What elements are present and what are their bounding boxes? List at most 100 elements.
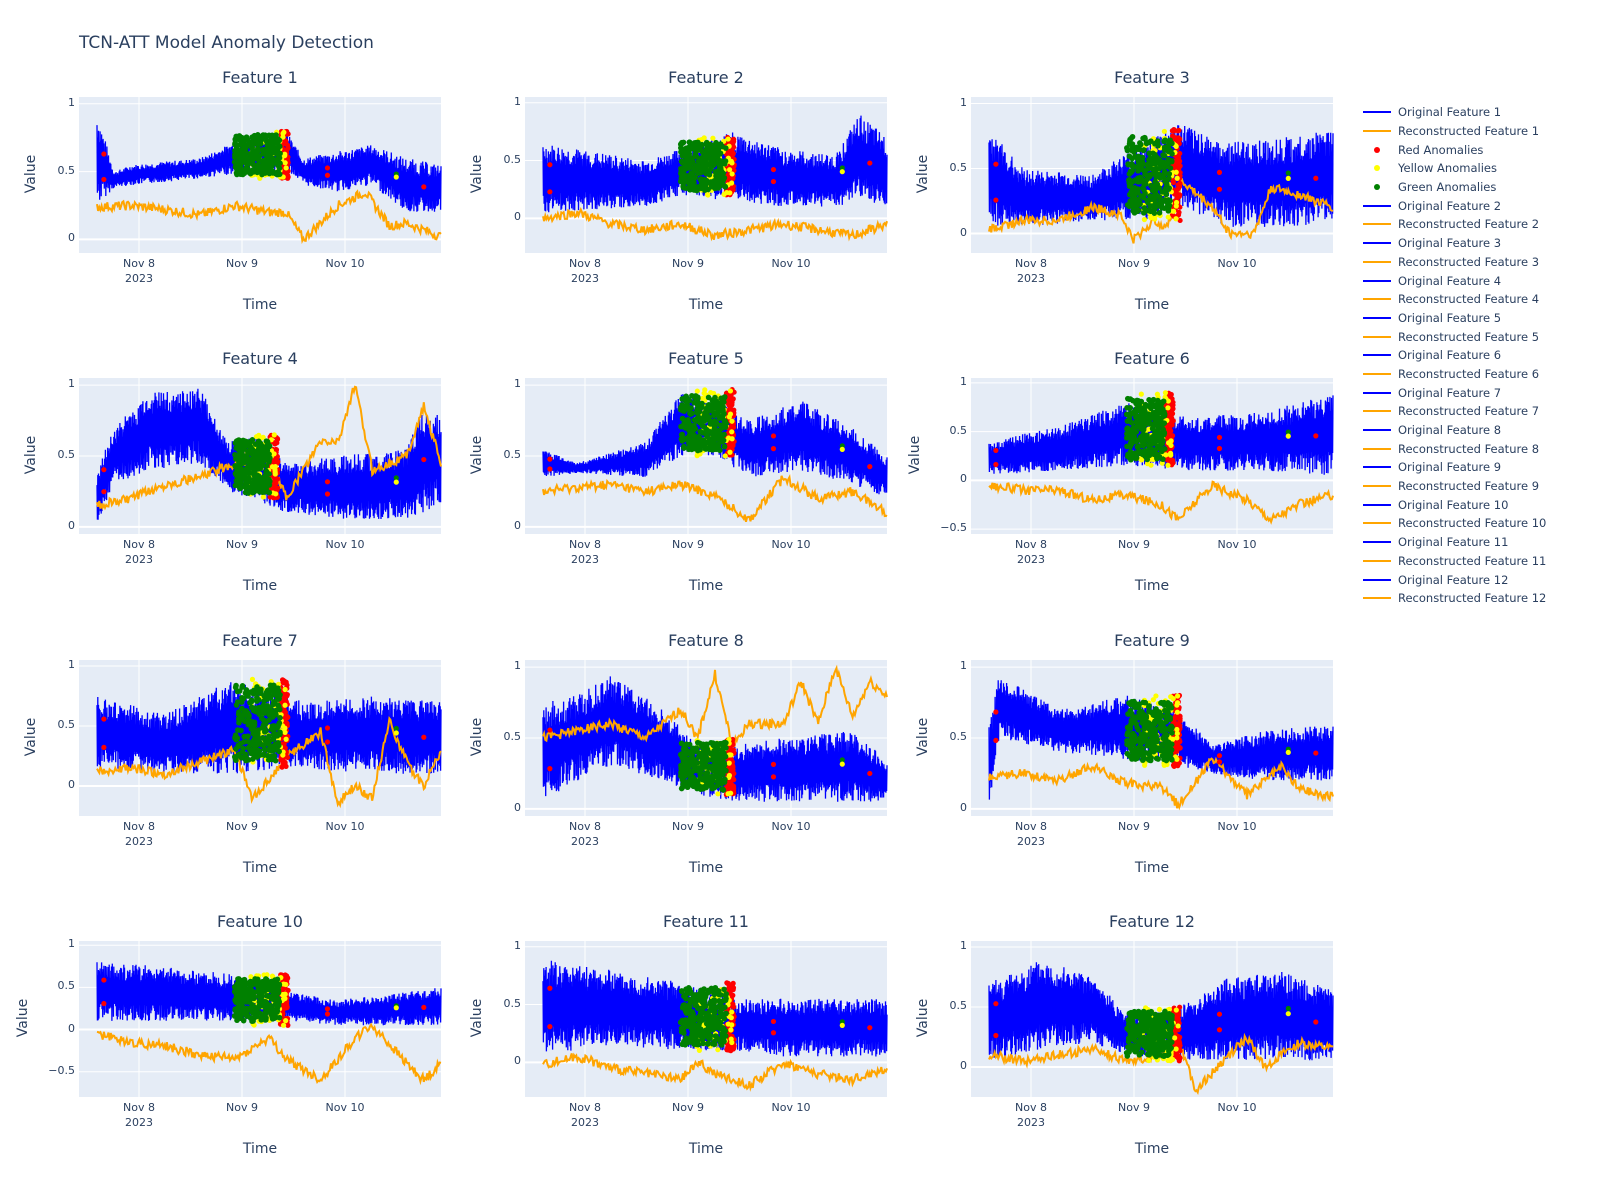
legend-item[interactable]: Reconstructed Feature 11 [1362, 552, 1546, 571]
subplot-feature-11[interactable]: Feature 11 0 0.5 1 Nov 8 2023 Nov 9 Nov 10 Time V… [469, 912, 888, 1157]
subplot-feature-8[interactable]: Feature 8 0 0.5 1 Nov 8 2023 Nov 9 Nov 10 Time Va… [469, 631, 888, 876]
x-tick-label: Nov 9 [226, 538, 258, 551]
chart-title: TCN-ATT Model Anomaly Detection [79, 33, 374, 53]
legend-label: Reconstructed Feature 4 [1398, 292, 1540, 307]
legend-item[interactable]: Reconstructed Feature 5 [1362, 327, 1546, 346]
x-axis-label: Time [1134, 297, 1170, 313]
legend-item[interactable]: Green Anomalies [1362, 178, 1546, 197]
plot-area[interactable] [971, 941, 1334, 1097]
subplot-feature-2[interactable]: Feature 2 0 0.5 1 Nov 8 2023 Nov 9 Nov 10 Time Va… [469, 68, 888, 313]
x-tick-label: Nov 10 [325, 1101, 365, 1114]
plot-area[interactable] [79, 941, 442, 1097]
legend-item[interactable]: Original Feature 7 [1362, 383, 1546, 402]
plot-area[interactable] [525, 378, 888, 534]
legend-label: Original Feature 3 [1398, 236, 1502, 251]
legend-item[interactable]: Original Feature 11 [1362, 533, 1546, 552]
legend-item[interactable]: Original Feature 4 [1362, 271, 1546, 290]
subplot-feature-12[interactable]: Feature 12 0 0.5 1 Nov 8 2023 Nov 9 Nov 10 Time V… [915, 912, 1334, 1157]
x-tick-label: Nov 8 2023 [123, 538, 155, 566]
line-swatch-icon [1362, 331, 1392, 343]
y-axis-label: Value [907, 435, 923, 475]
legend-label: Original Feature 1 [1398, 105, 1502, 120]
legend-item[interactable]: Reconstructed Feature 7 [1362, 402, 1546, 421]
x-axis-label: Time [688, 297, 724, 313]
legend-label: Reconstructed Feature 10 [1398, 516, 1547, 531]
subplot-feature-4[interactable]: Feature 4 0 0.5 1 Nov 8 2023 Nov 9 Nov 10 Time Va… [23, 349, 442, 594]
legend-item[interactable]: Original Feature 3 [1362, 234, 1546, 253]
subplot-feature-10[interactable]: Feature 10 −0.5 0 0.5 1 Nov 8 2023 Nov 9 Nov 10 T… [15, 912, 442, 1157]
legend-item[interactable]: Yellow Anomalies [1362, 159, 1546, 178]
legend-item[interactable]: Reconstructed Feature 12 [1362, 589, 1546, 608]
reconstructed-series [96, 715, 442, 809]
y-tick-label: 0.5 [949, 423, 968, 437]
legend-item[interactable]: Reconstructed Feature 4 [1362, 290, 1546, 309]
subplot-title: Feature 5 [668, 349, 744, 368]
plot-area[interactable] [971, 378, 1334, 534]
subplot-feature-1[interactable]: Feature 1 0 0.5 1 Nov 8 2023 Nov 9 Nov 10 Time Va… [23, 68, 442, 313]
y-tick-label: 1 [960, 939, 967, 952]
legend-label: Original Feature 4 [1398, 273, 1502, 288]
legend-item[interactable]: Reconstructed Feature 10 [1362, 514, 1546, 533]
y-tick-label: 1 [514, 659, 521, 673]
plot-area[interactable] [79, 660, 442, 816]
subplot-title: Feature 10 [217, 912, 303, 931]
legend-item[interactable]: Reconstructed Feature 6 [1362, 365, 1546, 384]
legend-label: Reconstructed Feature 12 [1398, 591, 1547, 606]
x-tick-label: Nov 10 [771, 538, 811, 551]
legend-item[interactable]: Reconstructed Feature 1 [1362, 122, 1546, 141]
legend-item[interactable]: Original Feature 6 [1362, 346, 1546, 365]
plot-area[interactable] [79, 97, 442, 253]
y-tick-label: 0 [514, 210, 521, 224]
legend-item[interactable]: Red Anomalies [1362, 140, 1546, 159]
x-tick-label: Nov 9 [672, 257, 704, 270]
legend-label: Reconstructed Feature 1 [1398, 124, 1540, 139]
subplot-title: Feature 11 [663, 912, 749, 931]
legend-item[interactable]: Original Feature 9 [1362, 458, 1546, 477]
plot-area[interactable] [525, 660, 888, 816]
subplot-feature-5[interactable]: Feature 5 0 0.5 1 Nov 8 2023 Nov 9 Nov 10 Time Va… [469, 349, 888, 594]
y-axis-label: Value [23, 717, 39, 757]
plot-area[interactable] [79, 378, 442, 534]
legend-item[interactable]: Original Feature 1 [1362, 103, 1546, 122]
y-axis-label: Value [915, 998, 931, 1038]
legend-item[interactable]: Original Feature 12 [1362, 570, 1546, 589]
marker-swatch-icon [1362, 162, 1392, 174]
legend-item[interactable]: Original Feature 8 [1362, 421, 1546, 440]
x-tick-label: Nov 9 [1118, 1101, 1150, 1114]
y-tick-label: 0.5 [57, 448, 76, 461]
y-tick-label: 0 [514, 1054, 521, 1068]
x-tick-label: Nov 10 [325, 257, 365, 270]
legend-item[interactable]: Original Feature 10 [1362, 495, 1546, 514]
legend-item[interactable]: Original Feature 5 [1362, 309, 1546, 328]
legend-item[interactable]: Reconstructed Feature 9 [1362, 477, 1546, 496]
subplot-feature-6[interactable]: Feature 6 −0.5 0 0.5 1 Nov 8 2023 Nov 9 Nov 10 Ti… [907, 349, 1334, 594]
legend-item[interactable]: Reconstructed Feature 2 [1362, 215, 1546, 234]
reconstructed-series [988, 756, 1334, 811]
line-swatch-icon [1362, 387, 1392, 399]
subplot-feature-3[interactable]: Feature 3 0 0.5 1 Nov 8 2023 Nov 9 Nov 10 Time Va… [915, 68, 1334, 313]
legend-item[interactable]: Reconstructed Feature 8 [1362, 439, 1546, 458]
reconstructed-series [96, 1022, 442, 1086]
legend-item[interactable]: Reconstructed Feature 3 [1362, 253, 1546, 272]
subplot-feature-7[interactable]: Feature 7 0 0.5 1 Nov 8 2023 Nov 9 Nov 10 Time Va… [23, 631, 442, 876]
reconstructed-series [988, 178, 1334, 244]
plot-area[interactable] [525, 97, 888, 253]
subplot-title: Feature 12 [1109, 912, 1195, 931]
plot-area[interactable] [971, 97, 1334, 253]
x-tick-label: Nov 10 [771, 820, 811, 833]
y-tick-label: 0.5 [503, 730, 522, 743]
plot-area[interactable] [971, 660, 1334, 816]
y-tick-label: −0.5 [940, 521, 967, 535]
subplot-feature-9[interactable]: Feature 9 0 0.5 1 Nov 8 2023 Nov 9 Nov 10 Time Va… [915, 631, 1334, 876]
x-tick-label: Nov 8 2023 [569, 820, 601, 848]
x-axis-label: Time [242, 860, 278, 876]
legend-label: Reconstructed Feature 8 [1398, 441, 1540, 456]
x-axis-label: Time [688, 578, 724, 594]
plot-area[interactable] [525, 941, 888, 1097]
x-tick-label: Nov 10 [771, 257, 811, 270]
y-tick-label: 0.5 [503, 996, 522, 1010]
x-axis-label: Time [1134, 860, 1170, 876]
line-swatch-icon [1362, 461, 1392, 473]
y-tick-label: 1 [514, 94, 521, 108]
legend-item[interactable]: Original Feature 2 [1362, 196, 1546, 215]
